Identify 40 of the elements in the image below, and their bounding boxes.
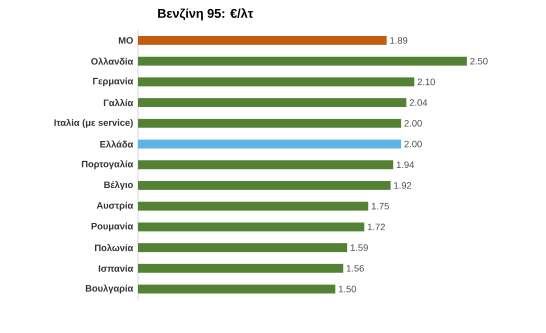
y-tick-label: Ρουμανία	[92, 222, 134, 232]
y-tick-label: Γαλλία	[104, 99, 134, 106]
y-tick-label: Βουλγαρία	[86, 284, 134, 294]
y-tick-label: Ελλάδα	[100, 140, 134, 148]
bar	[138, 284, 336, 294]
data-label: 1.59	[350, 244, 368, 251]
bar	[138, 264, 344, 273]
data-label: 1.50	[338, 286, 356, 292]
y-tick-label: Γερμανία	[93, 77, 134, 86]
data-label: 1.72	[368, 224, 385, 230]
data-label: 1.75	[372, 202, 389, 210]
y-tick-label: Αυστρία	[96, 202, 134, 211]
y-tick-label: ΜΟ	[118, 37, 133, 44]
data-label: 1.56	[346, 265, 364, 272]
data-label: 1.92	[394, 182, 412, 189]
bar	[138, 140, 402, 148]
bar	[138, 243, 348, 252]
bar	[138, 181, 391, 190]
bar	[138, 56, 467, 66]
data-label: 2.50	[470, 58, 488, 64]
bar	[138, 202, 368, 211]
y-tick-label: Ισπανία	[98, 264, 134, 272]
y-tick-label: Ιταλία (με service)	[54, 118, 133, 128]
bar	[138, 36, 387, 45]
chart-title: Βενζίνη 95: €/λτ	[158, 8, 254, 20]
y-tick-label: Πολωνία	[94, 244, 134, 252]
y-tick-label: Ολλανδία	[91, 58, 134, 65]
bar	[138, 98, 406, 108]
bar	[138, 222, 364, 232]
data-label: 2.10	[418, 78, 436, 86]
y-tick-label: Πορτογαλία	[82, 160, 134, 170]
data-label: 1.89	[390, 37, 408, 44]
bar	[138, 160, 394, 170]
bar	[138, 118, 402, 128]
bar	[138, 77, 414, 86]
data-label: 1.94	[396, 161, 414, 168]
y-tick-label: Βέλγιο	[104, 180, 133, 190]
data-label: 2.00	[404, 120, 422, 127]
data-label: 2.00	[404, 140, 422, 148]
data-label: 2.04	[410, 99, 428, 106]
